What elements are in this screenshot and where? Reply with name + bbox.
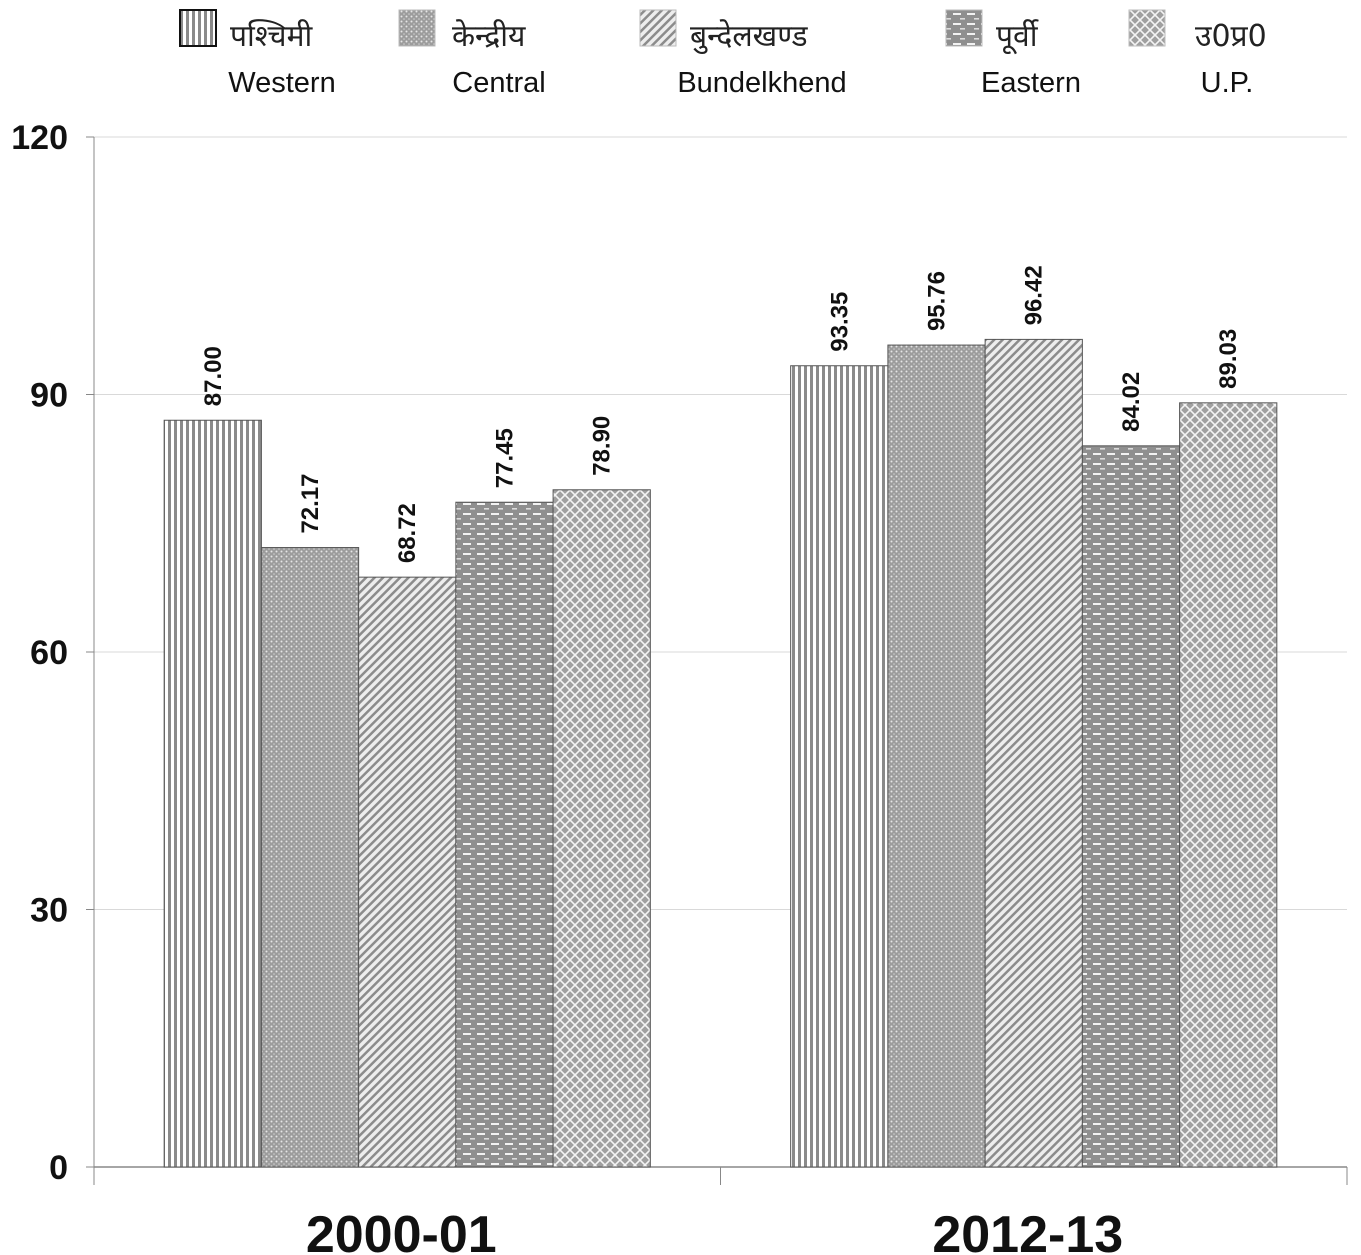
legend-label-hindi: बुन्देलखण्ड (690, 19, 808, 55)
bar (887, 344, 986, 1168)
data-label: 95.76 (924, 271, 951, 331)
legend-entry: केन्द्रीय Central (398, 9, 546, 99)
bar (163, 419, 262, 1168)
data-label: 93.35 (826, 292, 853, 352)
legend-swatch (639, 9, 677, 47)
legend-label-hindi: पूर्वी (996, 19, 1039, 55)
bar (260, 547, 360, 1168)
bars (163, 338, 1278, 1168)
legend-label-english: U.P. (1201, 67, 1254, 99)
bar (984, 338, 1083, 1168)
y-tick-label: 60 (30, 634, 68, 672)
bar (552, 489, 651, 1168)
y-tick-label: 90 (30, 377, 68, 415)
legend-entry: पूर्वी Eastern (945, 9, 1081, 99)
data-label: 68.72 (394, 503, 421, 563)
y-axis-tick-labels: 0 30 60 90 120 (11, 119, 68, 1187)
data-label: 72.17 (297, 473, 324, 533)
legend-swatch (1128, 9, 1166, 47)
legend-swatch (398, 9, 436, 47)
y-tick-label: 120 (11, 119, 68, 157)
data-label: 89.03 (1215, 329, 1242, 389)
legend-label-hindi: पश्चिमी (230, 19, 314, 54)
data-label: 78.90 (589, 416, 616, 476)
bar (1179, 402, 1278, 1168)
x-category-label: 2000-01 (306, 1206, 497, 1255)
legend-entry: बुन्देलखण्ड Bundelkhend (639, 9, 847, 99)
data-labels: 87.00 72.17 68.72 77.45 78.90 93.35 95.76 96.42… (200, 265, 1242, 563)
bar (455, 501, 554, 1168)
legend-label-english: Western (228, 67, 335, 99)
legend-swatch (179, 9, 217, 47)
legend-label-english: Central (452, 67, 546, 99)
x-category-label: 2012-13 (932, 1206, 1123, 1255)
bar (1081, 445, 1181, 1168)
legend-label-hindi: उ0प्र0 (1195, 19, 1267, 54)
y-tick-label: 0 (49, 1149, 68, 1187)
data-label: 84.02 (1118, 372, 1145, 432)
data-label: 87.00 (200, 346, 227, 406)
bar (358, 576, 457, 1168)
data-label: 96.42 (1021, 265, 1048, 325)
legend-entry: उ0प्र0 U.P. (1128, 9, 1267, 99)
y-tick-label: 30 (30, 892, 68, 930)
legend-label-hindi: केन्द्रीय (452, 19, 526, 54)
bar (790, 365, 889, 1168)
legend-label-english: Eastern (981, 67, 1081, 99)
legend-entry: पश्चिमी Western (179, 9, 336, 99)
legend-label-english: Bundelkhend (677, 67, 846, 99)
x-axis-category-labels: 2000-01 2012-13 (306, 1206, 1123, 1255)
legend-swatch (945, 9, 983, 47)
legend: पश्चिमी Western केन्द्रीय Central बुन्देलखण्… (179, 9, 1267, 99)
data-label: 77.45 (491, 428, 518, 488)
